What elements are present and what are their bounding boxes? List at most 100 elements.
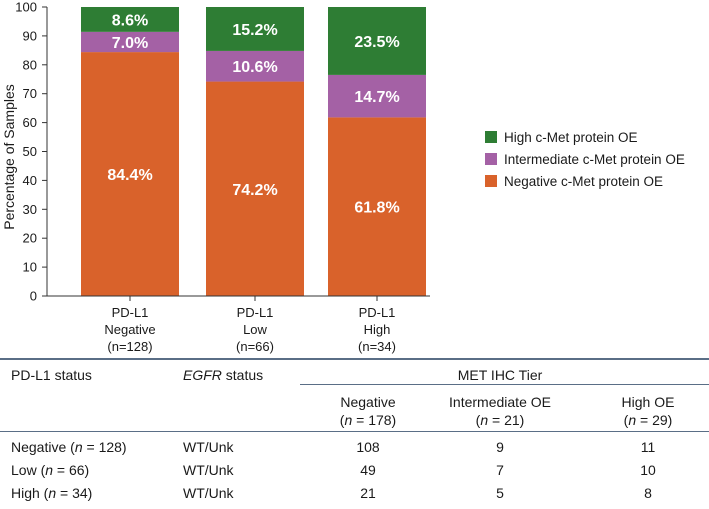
column-header-count: (n = 178): [340, 411, 396, 429]
y-tick-label: 100: [15, 0, 37, 15]
table-row-label-part: Low (: [11, 462, 46, 478]
bar-segment: [206, 50, 304, 82]
table-row-label-part: Negative (: [11, 439, 75, 455]
column-header-count-part: (: [475, 412, 481, 428]
legend-item: Intermediate c-Met protein OE: [485, 148, 685, 170]
y-tick-label: 40: [23, 173, 37, 188]
table-cell-value: 49: [360, 462, 376, 478]
legend: High c-Met protein OE Intermediate c-Met …: [485, 126, 685, 192]
x-tick-label: (n=128): [107, 339, 152, 354]
header-pdl1-status: PD-L1 status: [11, 367, 92, 383]
column-header-name: High OE: [621, 394, 675, 410]
y-tick-label: 70: [23, 86, 37, 101]
table-row-label-part: = 128): [82, 439, 127, 455]
table-cell-value: 10: [640, 462, 656, 478]
table-cell-value: 9: [496, 439, 504, 455]
column-header-name: Negative: [340, 394, 396, 410]
bars: [81, 7, 426, 296]
y-axis: 0 10 20 30 40 50 60 70 80 90 100: [15, 0, 48, 304]
table-cell-value: 11: [640, 439, 656, 455]
table-row-label: High (n = 34): [11, 485, 92, 501]
column-header-count-part: = 178): [352, 412, 397, 428]
table-cell-value: 108: [356, 439, 380, 455]
data-label: 7.0%: [112, 35, 148, 52]
bar-segment: [206, 81, 304, 296]
data-label: 15.2%: [232, 22, 277, 39]
data-label: 23.5%: [354, 34, 399, 51]
y-tick-label: 90: [23, 28, 37, 43]
data-label: 61.8%: [354, 200, 399, 217]
column-header-count: (n = 21): [449, 411, 551, 429]
column-header-count: (n = 29): [622, 411, 675, 429]
header-egfr-italic: EGFR: [183, 367, 222, 383]
column-header-count-part: n: [628, 412, 637, 428]
column-header-count-part: (: [339, 412, 345, 428]
column-header: High OE (n = 29): [622, 393, 675, 429]
header-met-ihc-tier: MET IHC Tier: [457, 367, 543, 383]
table-row-label: Low (n = 66): [11, 462, 89, 478]
column-header-count-part: (: [623, 412, 629, 428]
bar-segment: [328, 74, 426, 118]
column-header-count-part: n: [344, 412, 353, 428]
table-cell-value: 7: [496, 462, 504, 478]
legend-swatch: [485, 131, 497, 143]
x-tick-label: (n=66): [236, 339, 274, 354]
y-tick-label: 0: [30, 289, 37, 304]
data-label: 74.2%: [232, 182, 277, 199]
table-cell-egfr: WT/Unk: [183, 439, 234, 455]
data-label: 8.6%: [112, 12, 148, 29]
column-header-count-part: = 29): [636, 412, 673, 428]
data-label: 10.6%: [232, 59, 277, 76]
legend-label: Intermediate c-Met protein OE: [504, 151, 685, 167]
y-tick-label: 30: [23, 202, 37, 217]
bar-segment: [81, 31, 179, 53]
column-header-count-part: = 21): [488, 412, 525, 428]
table-row-label: Negative (n = 128): [11, 439, 127, 455]
column-header-name: Intermediate OE: [449, 394, 551, 410]
x-axis-labels: PD-L1 Negative (n=128) PD-L1 Low (n=66) PD-L1 H…: [47, 295, 430, 354]
table-row-label-part: = 66): [53, 462, 90, 478]
table-row-label-part: High (: [11, 485, 49, 501]
table-top-rule: [0, 358, 709, 360]
legend-swatch: [485, 175, 497, 187]
table-row-label-part: = 34): [56, 485, 93, 501]
bar-segment: [81, 52, 179, 296]
column-header: Intermediate OE (n = 21): [449, 393, 551, 429]
x-tick-label: Negative: [104, 322, 155, 337]
table-row-label-part: n: [74, 439, 83, 455]
y-tick-label: 60: [23, 115, 37, 130]
table-cell-egfr: WT/Unk: [183, 485, 234, 501]
legend-label: High c-Met protein OE: [504, 129, 638, 145]
x-tick-label: PD-L1: [112, 305, 149, 320]
table-row-label-part: n: [45, 462, 54, 478]
table-cell-value: 21: [360, 485, 376, 501]
table-cell-egfr: WT/Unk: [183, 462, 234, 478]
table-header-rule: [0, 431, 709, 432]
y-tick-label: 50: [23, 144, 37, 159]
table-cell-value: 8: [644, 485, 652, 501]
bar-segment: [206, 7, 304, 51]
stacked-bar-chart: 0 10 20 30 40 50 60 70 80 90 100 84.4% 7.0% 8.6% 74.2…: [1, 0, 430, 354]
x-tick-label: High: [364, 322, 391, 337]
bar-segment: [328, 7, 426, 75]
bar-segment: [328, 117, 426, 296]
x-tick-label: PD-L1: [359, 305, 396, 320]
x-tick-label: Low: [243, 322, 267, 337]
x-tick-label: PD-L1: [237, 305, 274, 320]
legend-swatch: [485, 153, 497, 165]
column-header: Negative (n = 178): [340, 393, 396, 429]
legend-item: Negative c-Met protein OE: [485, 170, 685, 192]
y-tick-label: 10: [23, 260, 37, 275]
y-tick-label: 80: [23, 57, 37, 72]
table-cell-value: 5: [496, 485, 504, 501]
table-subheader-rule: [300, 384, 709, 385]
legend-item: High c-Met protein OE: [485, 126, 685, 148]
column-header-count-part: n: [480, 412, 489, 428]
data-label: 14.7%: [354, 89, 399, 106]
x-tick-label: (n=34): [358, 339, 396, 354]
bar-segment: [81, 7, 179, 32]
table-row-label-part: n: [48, 485, 57, 501]
bar-labels: 84.4% 7.0% 8.6% 74.2% 10.6% 15.2% 61.8% 14.7% 23…: [107, 12, 399, 216]
header-egfr-rest: status: [221, 367, 264, 383]
data-label: 84.4%: [107, 167, 152, 184]
